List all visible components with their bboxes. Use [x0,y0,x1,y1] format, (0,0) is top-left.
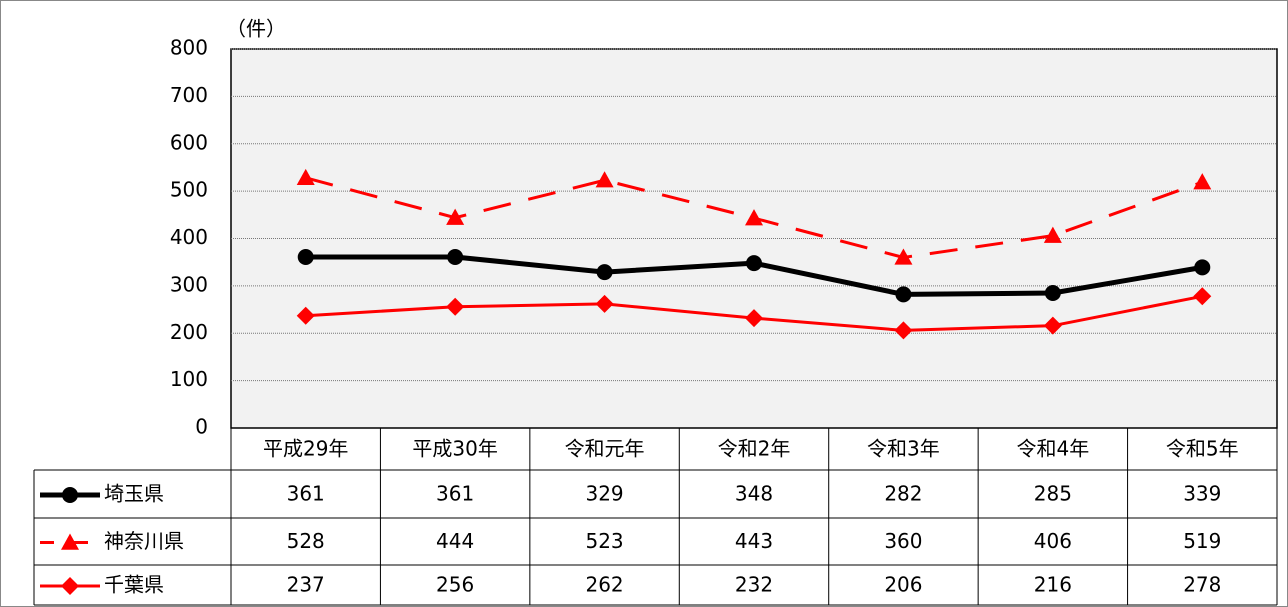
marker [895,286,912,303]
marker [1193,287,1212,306]
marker [596,264,613,281]
table-value: 256 [436,573,474,597]
marker [447,248,464,265]
table-value: 282 [884,482,922,506]
marker [1043,226,1062,243]
y-tick-label: 400 [170,225,208,249]
marker [61,577,79,595]
table-value: 523 [585,529,623,553]
x-tick-label: 令和元年 [565,437,645,461]
table-value: 443 [735,529,773,553]
marker [62,487,78,503]
x-tick-label: 令和5年 [1166,437,1239,461]
marker [595,294,614,313]
table-value: 278 [1183,573,1221,597]
marker [894,321,913,340]
marker [746,255,762,272]
marker [894,248,913,265]
x-tick-label: 令和2年 [718,437,791,461]
marker [297,248,314,265]
marker [1044,284,1061,301]
table-value: 262 [585,573,623,597]
table-value: 329 [585,482,623,506]
table-value: 339 [1183,482,1221,506]
marker [61,533,79,550]
x-tick-label: 令和3年 [867,437,940,461]
table-value: 361 [436,482,474,506]
y-unit: （件） [226,17,286,41]
marker [1193,173,1212,190]
table-value: 406 [1034,529,1072,553]
table-value: 216 [1034,573,1072,597]
legend-label: 神奈川県 [104,529,184,553]
y-tick-label: 500 [170,178,208,202]
table-value: 285 [1034,482,1072,506]
marker [745,209,763,226]
marker [446,208,465,225]
marker [296,168,315,186]
marker [745,309,763,328]
x-tick-label: 令和4年 [1016,437,1089,461]
table-value: 360 [884,529,922,553]
y-tick-label: 200 [170,320,208,344]
x-tick-label: 平成29年 [263,437,348,461]
table-value: 237 [287,573,325,597]
x-tick-label: 平成30年 [412,437,497,461]
marker [1194,259,1211,276]
table-value: 232 [735,573,773,597]
y-tick-label: 100 [170,367,208,391]
marker [446,297,465,316]
y-tick-label: 800 [170,36,208,60]
y-tick-label: 700 [170,83,208,107]
table-value: 444 [436,529,474,553]
legend-label: 千葉県 [104,573,164,597]
table-value: 206 [884,573,922,597]
marker [1043,316,1062,335]
y-tick-label: 300 [170,272,208,296]
marker [595,171,614,188]
table-value: 528 [287,529,325,553]
marker [296,306,315,325]
table-value: 348 [735,482,773,506]
table-value: 519 [1183,529,1221,553]
y-tick-label: 0 [195,415,208,439]
y-tick-label: 600 [170,130,208,154]
table-value: 361 [287,482,325,506]
legend-label: 埼玉県 [104,482,164,506]
